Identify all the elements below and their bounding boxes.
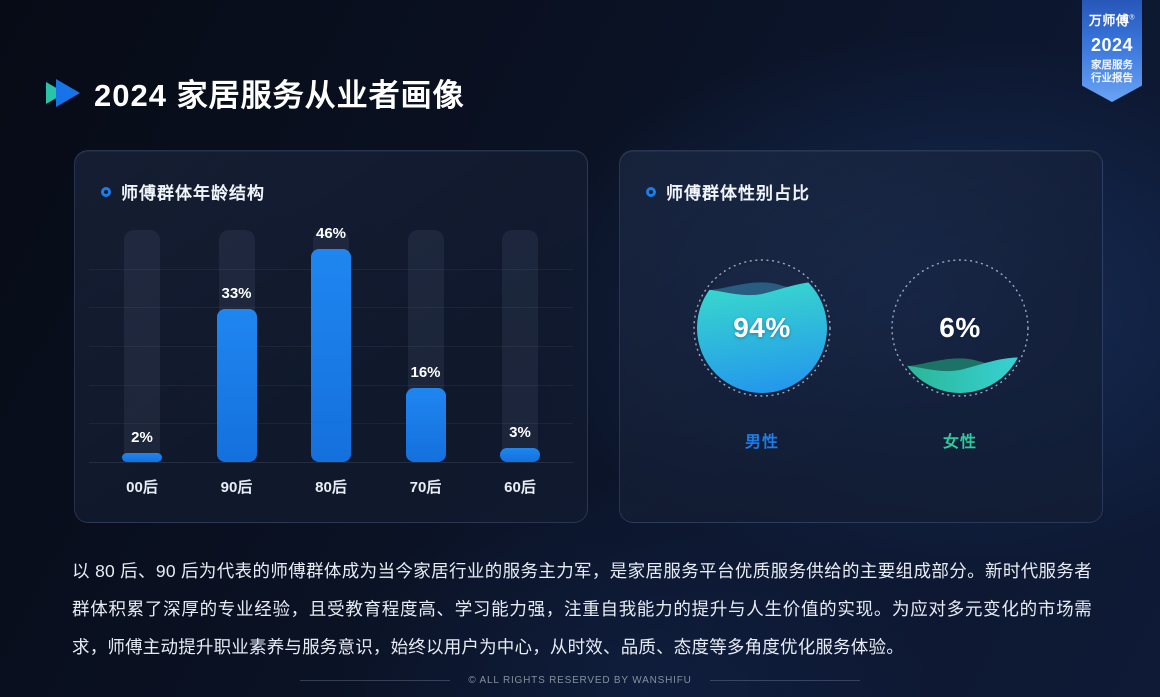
ring-bullet-icon bbox=[101, 186, 111, 197]
registered-mark: ® bbox=[1129, 14, 1136, 22]
female-percentage: 6% bbox=[939, 312, 981, 343]
bar-column: 33% bbox=[216, 230, 257, 462]
ring-bullet-icon bbox=[646, 186, 656, 197]
age-card-header: 师傅群体年龄结构 bbox=[75, 151, 587, 204]
bar-value-label: 33% bbox=[221, 285, 252, 302]
female-liquid-ball-chart bbox=[891, 259, 1029, 397]
footer-divider-left bbox=[300, 680, 451, 681]
bar bbox=[500, 448, 540, 462]
female-label: 女性 bbox=[942, 434, 977, 451]
bar-column: 16% bbox=[405, 230, 446, 462]
bar-column: 3% bbox=[500, 230, 540, 462]
bar bbox=[122, 453, 162, 462]
bar-track: 3% bbox=[500, 230, 540, 462]
brand-ribbon-badge: 万师傅® 2024 家居服务 行业报告 bbox=[1082, 0, 1142, 102]
bar-value-label: 46% bbox=[315, 225, 347, 242]
brand-text: 万师傅 bbox=[1088, 13, 1130, 28]
bar-category-label: 60后 bbox=[504, 479, 536, 496]
footer: © ALL RIGHTS RESERVED BY WANSHIFU bbox=[0, 675, 1160, 686]
age-structure-card: 师傅群体年龄结构 2% 33% 46% 16% 3% 00后 90后 80后 70后 60后 bbox=[74, 150, 588, 523]
bar-category-label: 00后 bbox=[126, 479, 158, 496]
brand-name: 万师傅® bbox=[1082, 10, 1142, 29]
double-play-arrow-icon bbox=[46, 78, 80, 107]
male-liquid-ball-chart bbox=[693, 259, 831, 397]
gender-card-title: 师傅群体性别占比 bbox=[666, 184, 810, 203]
badge-year: 2024 bbox=[1090, 35, 1134, 55]
liquid-balls-row: 94% 男性 6% 女性 bbox=[620, 246, 1102, 452]
bar-columns: 2% 33% 46% 16% 3% bbox=[122, 225, 540, 462]
copyright-text: © ALL RIGHTS RESERVED BY WANSHIFU bbox=[468, 675, 692, 686]
category-axis: 00后 90后 80后 70后 60后 bbox=[75, 462, 587, 497]
bar-category-label: 90后 bbox=[220, 479, 253, 496]
bar-column: 2% bbox=[122, 230, 162, 462]
gender-card-header: 师傅群体性别占比 bbox=[620, 151, 1102, 204]
bar-track: 46% bbox=[311, 225, 351, 462]
bar-value-label: 2% bbox=[131, 429, 153, 446]
bar-track: 2% bbox=[122, 230, 162, 462]
badge-subtitle-line2: 行业报告 bbox=[1091, 72, 1133, 84]
male-liquid-ball: 94% 男性 bbox=[680, 246, 844, 452]
female-liquid-ball: 6% 女性 bbox=[878, 246, 1042, 452]
title-row: 2024 家居服务从业者画像 bbox=[44, 70, 465, 115]
bar-track: 16% bbox=[405, 230, 446, 462]
bar-track: 33% bbox=[216, 230, 257, 462]
page-title: 2024 家居服务从业者画像 bbox=[94, 78, 465, 113]
bar bbox=[311, 249, 351, 462]
bar-value-label: 3% bbox=[509, 424, 531, 441]
male-percentage: 94% bbox=[733, 312, 791, 343]
gender-ratio-card: 师傅群体性别占比 94% 男性 6% 女性 bbox=[619, 150, 1103, 523]
male-label: 男性 bbox=[744, 434, 779, 451]
age-card-title: 师傅群体年龄结构 bbox=[121, 184, 265, 203]
bar-track-bg bbox=[502, 230, 538, 462]
bar-category-label: 70后 bbox=[409, 479, 442, 496]
badge-subtitle-line1: 家居服务 bbox=[1091, 59, 1133, 71]
age-bar-chart: 2% 33% 46% 16% 3% bbox=[75, 225, 587, 463]
bar-category-label: 80后 bbox=[315, 479, 347, 496]
bar bbox=[216, 309, 257, 462]
bar bbox=[405, 388, 446, 462]
bar-column: 46% bbox=[311, 225, 351, 462]
bar-value-label: 16% bbox=[410, 364, 441, 381]
summary-paragraph: 以 80 后、90 后为代表的师傅群体成为当今家居行业的服务主力军，是家居服务平… bbox=[72, 561, 1092, 657]
footer-divider-right bbox=[709, 680, 860, 681]
cards-row: 师傅群体年龄结构 2% 33% 46% 16% 3% 00后 90后 80后 70后 60后 师… bbox=[74, 150, 1103, 523]
bar-track-bg bbox=[124, 230, 160, 462]
